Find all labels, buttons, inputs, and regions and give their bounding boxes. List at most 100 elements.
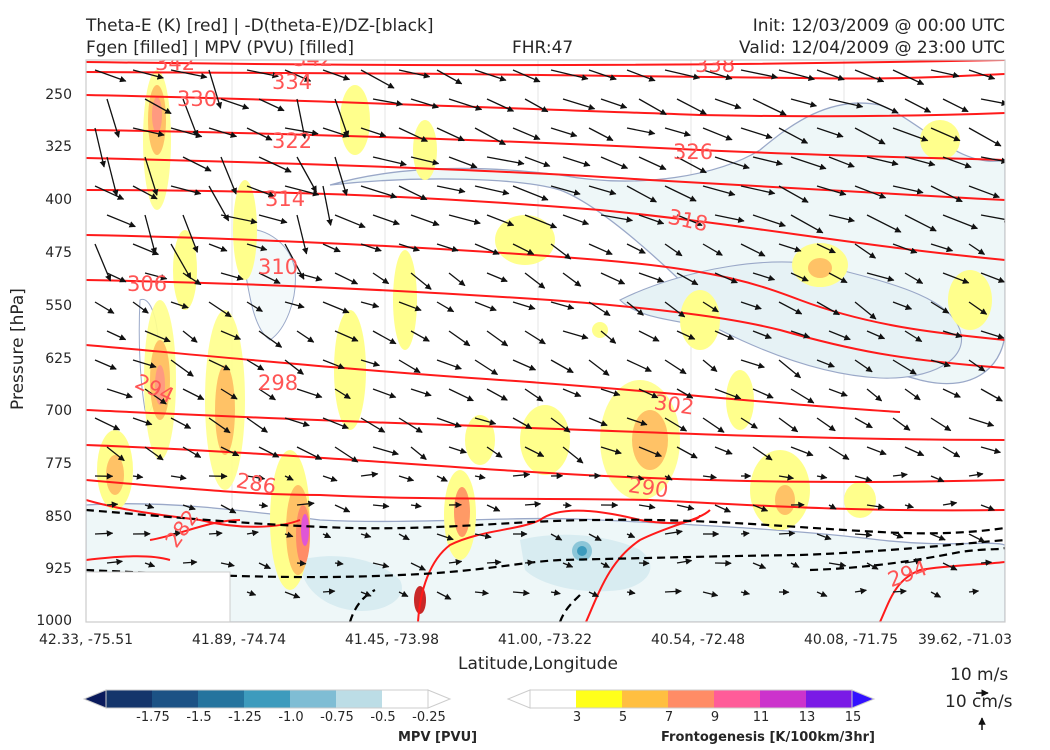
y-tick: 625 [45, 351, 72, 367]
wind-arrow [664, 69, 701, 80]
wind-arrow [626, 301, 644, 316]
wind-arrow [778, 243, 802, 253]
wind-arrow [334, 560, 344, 567]
wind-arrow [626, 417, 648, 426]
wind-arrow [588, 127, 614, 142]
wind-arrow [626, 185, 657, 203]
wind-arrow [106, 558, 123, 566]
wind-arrow [474, 185, 510, 196]
wind-arrow [892, 359, 917, 375]
wind-arrow [980, 446, 1002, 454]
wind-arrow [778, 127, 809, 144]
wind-arrow [626, 359, 652, 372]
wind-arrow [942, 330, 963, 339]
colorbar-swatch [622, 690, 668, 708]
wind-arrow [778, 530, 796, 537]
wind-arrow [220, 330, 242, 340]
wind-arrow [106, 156, 119, 197]
colorbar-swatch [106, 690, 152, 708]
label-342b: 342 [293, 47, 333, 71]
wind-arrow [676, 330, 696, 340]
wind-arrow [930, 359, 951, 368]
wind-arrow [296, 272, 323, 282]
wind-arrow [170, 301, 189, 309]
wind-arrow [740, 530, 750, 538]
wind-arrow [220, 504, 237, 514]
wind-arrow [436, 69, 463, 85]
wind-arrow [486, 156, 525, 166]
wind-arrow [740, 243, 766, 257]
wind-arrow [714, 156, 750, 170]
wind-arrow [790, 561, 800, 568]
x-tick: 41.45, -73.98 [344, 632, 440, 648]
wind-arrow [474, 359, 499, 376]
wind-arrow [436, 591, 452, 600]
wind-arrow [296, 559, 307, 567]
wind-arrow [980, 214, 1005, 223]
wind-arrow [360, 69, 395, 89]
wind-arrow [410, 272, 432, 290]
title-line1: Theta-E (K) [red] | -D(theta-E)/DZ-[blac… [86, 16, 434, 36]
wind-arrow [980, 559, 993, 566]
wind-arrow [550, 359, 574, 374]
label-326: 326 [673, 140, 713, 164]
wind-arrow [752, 504, 769, 512]
wind-arrow [398, 243, 420, 252]
wind-arrow [144, 502, 155, 510]
wind-arrow [980, 504, 996, 512]
colorbar-swatch [760, 690, 806, 708]
wind-arrow [562, 156, 591, 167]
wind-arrow [790, 98, 818, 108]
mpv-tick: -0.5 [370, 710, 396, 725]
wind-arrow [258, 330, 283, 348]
wind-arrow [562, 98, 596, 111]
wind-arrow [334, 214, 366, 229]
wind-arrow [778, 185, 809, 203]
label-334: 334 [272, 70, 312, 94]
wind-arrow [778, 474, 795, 481]
wind-arrow [588, 591, 599, 598]
wind-arrow [816, 185, 847, 197]
y-axis-label: Pressure [hPa] [8, 288, 28, 410]
wind-arrow [410, 388, 432, 397]
wind-arrow [474, 589, 489, 597]
wind-arrow [398, 417, 423, 433]
wind-arrow [816, 359, 835, 368]
wind-arrow [170, 243, 192, 280]
wind-arrow [816, 473, 828, 480]
wind-arrow [486, 214, 515, 227]
wind-arrow [904, 156, 936, 167]
wind-arrow [436, 417, 462, 428]
wind-arrow [740, 69, 779, 80]
wind-arrow [930, 243, 954, 253]
wind-arrow [676, 214, 703, 227]
wind-key-arrows [976, 689, 989, 730]
wind-arrow [486, 330, 509, 347]
y-tick: 325 [45, 139, 72, 155]
wind-arrow [322, 417, 349, 430]
label-306: 306 [127, 272, 167, 296]
wind-arrow [372, 502, 390, 510]
wind-arrow [752, 330, 772, 340]
wind-arrow [220, 156, 237, 195]
wind-arrow [106, 330, 127, 341]
wind-arrow [828, 503, 837, 510]
wind-arrow [334, 504, 351, 513]
wind-arrow [474, 473, 486, 481]
wind-arrow [892, 69, 925, 85]
wind-arrow [740, 359, 765, 369]
wind-arrow [220, 561, 235, 568]
wind-arrow [322, 127, 350, 138]
y-tick: 550 [45, 298, 72, 314]
wind-arrow [524, 446, 545, 457]
wind-arrow [170, 69, 208, 80]
wind-arrow [702, 359, 718, 373]
wind-arrow [94, 185, 125, 200]
wind-arrow [550, 589, 561, 596]
wind-arrow [740, 185, 776, 196]
wind-arrow [360, 127, 387, 138]
wind-arrow [334, 272, 359, 285]
wind-arrow [372, 562, 390, 569]
wind-arrow [638, 388, 659, 399]
wind-arrow [524, 272, 546, 289]
